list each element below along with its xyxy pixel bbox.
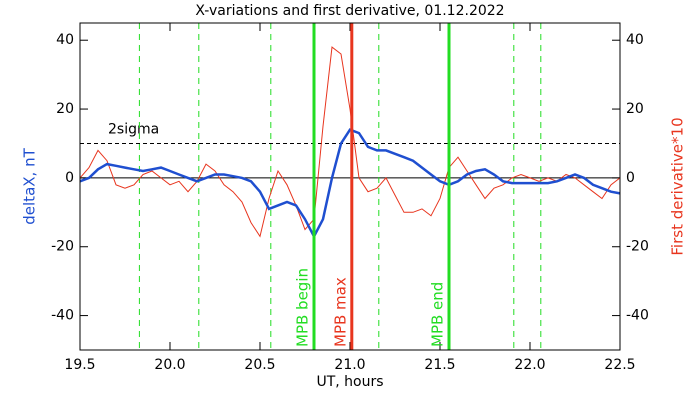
y2-axis-label: First derivative*10 [669, 117, 687, 255]
x-tick-label: 21.0 [334, 357, 365, 373]
y2-tick-label: 0 [626, 170, 635, 186]
plot-frame [79, 22, 621, 351]
data-line [79, 46, 621, 238]
y-tick-label: 0 [65, 170, 74, 186]
marker-label: MPB begin [294, 268, 312, 347]
y2-tick-label: -20 [626, 239, 649, 255]
marker-label: MPB max [331, 277, 349, 347]
x-axis-label: UT, hours [316, 374, 383, 390]
x-tick-label: 20.0 [154, 357, 185, 373]
y-axis-label: deltaX, nT [21, 147, 39, 224]
x-tick-label: 20.5 [244, 357, 275, 373]
x-tick-label: 22.0 [514, 357, 545, 373]
chart-title: X-variations and first derivative, 01.12… [195, 3, 504, 19]
y2-tick-label: 40 [626, 32, 644, 48]
x-tick-label: 19.5 [64, 357, 95, 373]
y2-tick-label: 20 [626, 101, 644, 117]
y-tick-label: -20 [51, 239, 74, 255]
x-tick-label: 22.5 [604, 357, 635, 373]
x-tick-label: 21.5 [424, 357, 455, 373]
y-tick-label: 20 [56, 101, 74, 117]
data-line [79, 128, 621, 240]
y2-tick-label: -40 [626, 308, 649, 324]
marker-label: MPB end [429, 282, 447, 347]
y-tick-label: -40 [51, 308, 74, 324]
y-tick-label: 40 [56, 32, 74, 48]
threshold-label: 2sigma [108, 121, 159, 137]
